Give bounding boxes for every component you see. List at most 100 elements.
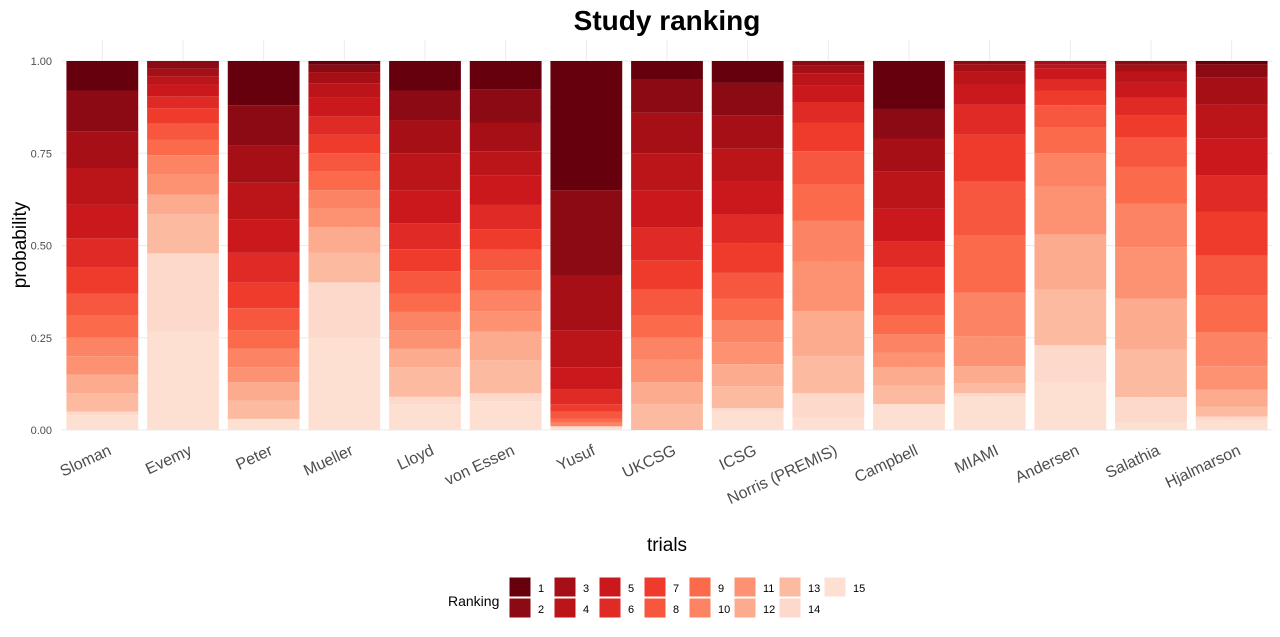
bar-segment-icsg-rank-13: [711, 386, 784, 409]
legend-label-4: 4: [583, 604, 589, 616]
bar-segment-icsg-rank-5: [711, 181, 784, 215]
bar-segment-ukcsg-rank-6: [631, 227, 703, 261]
bar-segment-yusuf-rank-3: [550, 275, 623, 331]
bar-segment-peter-rank-4: [227, 182, 300, 220]
bar-segment-ukcsg-rank-4: [631, 153, 703, 191]
bar-segment-andersen-rank-8: [1034, 105, 1107, 128]
legend-label-1: 1: [538, 583, 544, 595]
bar-segment-salathia-rank-14: [1115, 397, 1187, 423]
bar-segment-norris-premis--rank-3: [792, 65, 865, 74]
bar-segment-salathia-rank-7: [1115, 115, 1187, 138]
bar-segment-peter-rank-10: [227, 348, 300, 368]
bar-segment-peter-rank-13: [227, 400, 300, 419]
bar-segment-lloyd-rank-8: [389, 271, 461, 294]
bar-segment-campbell-rank-13: [873, 385, 945, 405]
bar-segment-hjalmarson-rank-4: [1195, 104, 1268, 139]
bar-segment-miami-rank-9: [953, 235, 1026, 293]
x-tick-label: Evemy: [143, 442, 195, 478]
bar-segment-yusuf-rank-2: [550, 190, 623, 276]
bar-segment-norris-premis--rank-7: [792, 122, 865, 152]
bar-segment-yusuf-rank-6: [550, 389, 623, 405]
bar-segment-campbell-rank-4: [873, 171, 945, 209]
legend-key-12: [733, 597, 757, 619]
legend-key-11: [733, 576, 757, 598]
bar-segment-von-essen-rank-4: [469, 151, 542, 176]
bar-segment-von-essen-rank-12: [469, 331, 542, 361]
bar-segment-salathia-rank-15: [1115, 422, 1187, 430]
bar-segment-norris-premis--rank-6: [792, 102, 865, 123]
bar-segment-ukcsg-rank-3: [631, 112, 703, 154]
bar-segment-lloyd-rank-2: [389, 90, 461, 121]
bar-segment-hjalmarson-rank-11: [1195, 366, 1268, 390]
bar-segment-von-essen-rank-2: [469, 89, 542, 123]
bar-segment-andersen-rank-12: [1034, 234, 1107, 290]
bar-segment-sloman-rank-10: [66, 337, 139, 357]
bar-segment-icsg-rank-2: [711, 82, 784, 116]
bar-segment-lloyd-rank-7: [389, 249, 461, 272]
bar-segment-evemy-rank-8: [147, 123, 219, 140]
bar-segment-salathia-rank-5: [1115, 82, 1187, 98]
bar-segment-norris-premis--rank-4: [792, 73, 865, 86]
bar-segment-andersen-rank-5: [1034, 68, 1107, 80]
bar-segment-campbell-rank-15: [873, 404, 945, 430]
bar-segment-lloyd-rank-1: [389, 61, 461, 91]
bar-segment-campbell-rank-12: [873, 367, 945, 386]
bar-segment-von-essen-rank-8: [469, 249, 542, 271]
bar-segment-ukcsg-rank-12: [631, 382, 703, 405]
x-tick-label: MIAMI: [952, 442, 1001, 477]
bar-segment-evemy-rank-13: [147, 214, 219, 254]
bar-segment-norris-premis--rank-9: [792, 184, 865, 221]
bar-segment-icsg-rank-4: [711, 148, 784, 182]
bar-segment-evemy-rank-7: [147, 108, 219, 124]
x-tick-label: ICSG: [717, 442, 760, 474]
bar-segment-hjalmarson-rank-14: [1195, 416, 1268, 420]
bar-segment-sloman-rank-9: [66, 315, 139, 338]
bar-segment-miami-rank-12: [953, 366, 1026, 384]
bar-segment-lloyd-rank-15: [389, 404, 461, 430]
bar-segment-mueller-rank-4: [308, 83, 381, 98]
legend-key-8: [643, 597, 667, 619]
y-tick-label: 0.75: [31, 148, 52, 160]
bar-segment-miami-rank-6: [953, 104, 1026, 135]
bar-segment-norris-premis--rank-14: [792, 393, 865, 418]
bar-segment-salathia-rank-3: [1115, 64, 1187, 72]
bar-segment-mueller-rank-14: [308, 282, 381, 338]
bar-segment-evemy-rank-11: [147, 174, 219, 195]
bar-segment-icsg-rank-6: [711, 214, 784, 244]
bar-segment-von-essen-rank-15: [469, 401, 542, 430]
bar-segment-hjalmarson-rank-13: [1195, 406, 1268, 417]
bar-segment-peter-rank-1: [227, 61, 300, 106]
bar-segment-ukcsg-rank-1: [631, 61, 703, 80]
bar-segment-evemy-rank-5: [147, 84, 219, 97]
bar-segment-sloman-rank-1: [66, 61, 139, 91]
bar-segment-peter-rank-9: [227, 330, 300, 349]
legend-label-10: 10: [718, 604, 730, 616]
x-tick-label: Salathia: [1103, 442, 1163, 482]
bar-segment-lloyd-rank-12: [389, 348, 461, 368]
bar-segment-yusuf-rank-4: [550, 330, 623, 368]
bar-segment-miami-rank-13: [953, 383, 1026, 394]
bar-segment-ukcsg-rank-5: [631, 190, 703, 228]
bar-segment-mueller-rank-8: [308, 153, 381, 172]
bar-segment-icsg-rank-3: [711, 115, 784, 149]
bar-segment-miami-rank-7: [953, 134, 1026, 182]
legend-key-14: [778, 597, 802, 619]
x-tick-label: Hjalmarson: [1163, 442, 1244, 492]
bar-segment-hjalmarson-rank-9: [1195, 295, 1268, 333]
bar-segment-evemy-rank-12: [147, 194, 219, 215]
bar-segment-yusuf-rank-9: [550, 418, 623, 423]
bar-segment-salathia-rank-13: [1115, 349, 1187, 398]
bar-segment-von-essen-rank-11: [469, 311, 542, 332]
bar-segment-evemy-rank-15: [147, 331, 219, 430]
legend-title: Ranking: [448, 593, 499, 609]
bar-segment-norris-premis--rank-13: [792, 356, 865, 394]
y-tick-label: 0.50: [31, 241, 52, 253]
bar-segment-norris-premis--rank-2: [792, 61, 865, 66]
x-tick-label: Campbell: [852, 442, 920, 486]
bar-segment-lloyd-rank-3: [389, 120, 461, 154]
bar-segment-sloman-rank-14: [66, 411, 139, 416]
bar-segment-mueller-rank-10: [308, 190, 381, 209]
legend-key-6: [598, 597, 622, 619]
bar-segment-andersen-rank-4: [1034, 64, 1107, 69]
